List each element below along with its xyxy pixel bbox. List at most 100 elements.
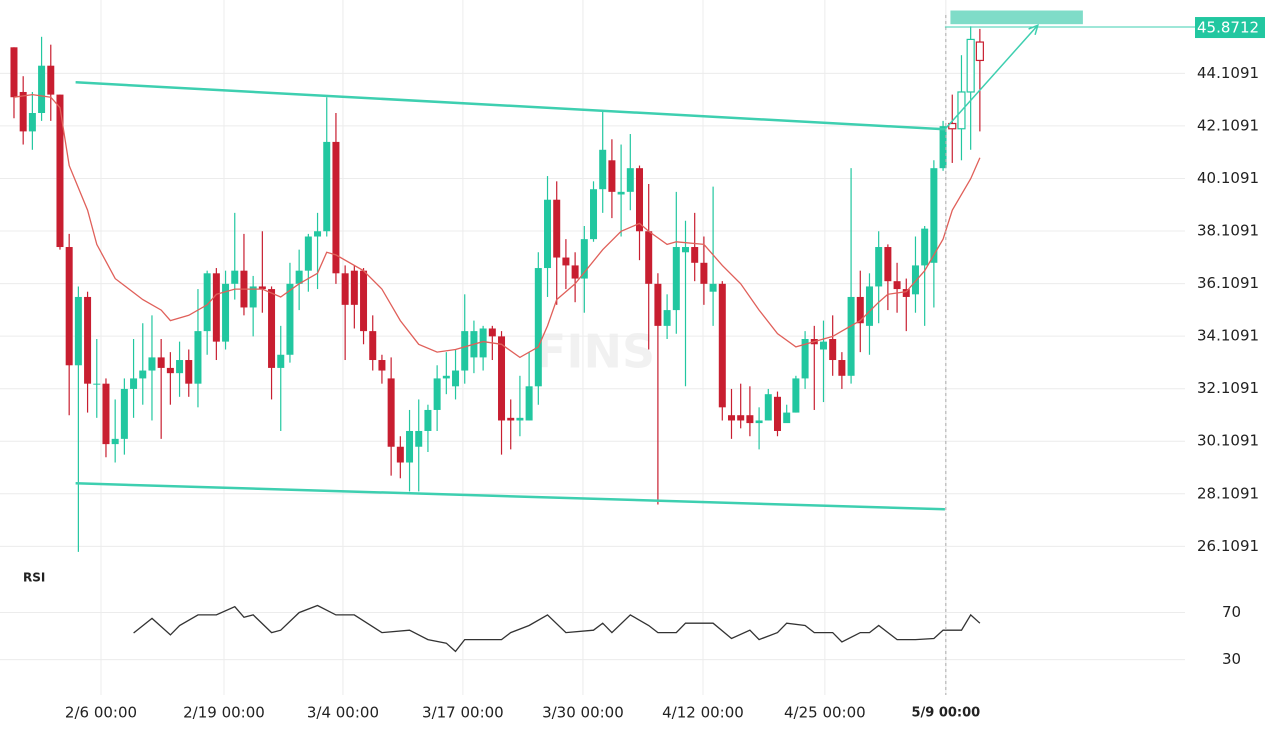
candle-body	[525, 386, 533, 421]
candle-body	[120, 388, 128, 439]
candle-body	[157, 357, 165, 368]
candle-body	[838, 360, 846, 376]
candle-body	[626, 168, 634, 192]
candle-body	[691, 247, 699, 263]
candle-body	[139, 370, 147, 379]
arrow-head	[1028, 23, 1039, 36]
candle-body	[755, 420, 763, 424]
target-zone	[950, 10, 1083, 25]
y-tick-label: 42.1091	[1197, 116, 1259, 134]
candle-body	[350, 270, 358, 305]
trend-line	[75, 81, 945, 131]
candle-body	[718, 283, 726, 408]
trend-line	[75, 482, 945, 511]
candle-body	[369, 331, 377, 361]
candle-body	[544, 199, 552, 269]
candle-body	[176, 360, 184, 374]
candle-body	[65, 247, 73, 366]
candle-body	[28, 113, 36, 132]
candle-body	[47, 65, 55, 95]
candle-body	[231, 270, 239, 284]
main-layer	[10, 10, 1083, 653]
candle-body	[268, 289, 276, 368]
candle-body	[580, 239, 588, 279]
candle-body	[819, 341, 827, 350]
candle-body	[829, 339, 837, 361]
candle-body	[415, 430, 423, 447]
x-tick-label: 2/19 00:00	[183, 704, 265, 722]
candle-body	[939, 126, 947, 169]
rsi-tick-label: 70	[1222, 603, 1241, 621]
candle-body	[727, 415, 735, 421]
candle-body	[865, 286, 873, 326]
candle-body	[479, 328, 487, 358]
candle-body	[148, 357, 156, 371]
arrow	[944, 24, 1039, 130]
candle-body	[792, 378, 800, 413]
watermark: FINS	[535, 325, 655, 379]
rsi-title: RSI	[23, 571, 45, 585]
candle-body	[534, 268, 542, 387]
candle-body	[948, 122, 957, 130]
candle-body	[111, 438, 119, 445]
candle-body	[249, 286, 257, 308]
labels-layer: 26.1091 28.1091 30.1091 32.1091 34.1091 36.10…	[65, 15, 1265, 722]
candle-body	[975, 41, 984, 62]
candle-body	[56, 94, 64, 248]
candle-body	[893, 281, 901, 290]
x-tick-label: 4/25 00:00	[784, 704, 866, 722]
candle-body	[194, 331, 202, 384]
candle-body	[562, 257, 570, 266]
last-price-label: 45.8712	[1197, 19, 1259, 37]
candle-body	[102, 383, 110, 445]
candle-body	[498, 336, 506, 421]
candle-body	[10, 47, 18, 98]
candle-body	[19, 91, 27, 132]
x-tick-label: 3/4 00:00	[307, 704, 379, 722]
y-tick-label: 30.1091	[1197, 432, 1259, 450]
candle-body	[764, 394, 772, 421]
candle-body	[773, 396, 781, 431]
last-price-box	[1195, 17, 1265, 39]
candle-body	[424, 409, 432, 431]
x-tick-label: 2/6 00:00	[65, 704, 137, 722]
candle-body	[801, 339, 809, 379]
y-tick-label: 38.1091	[1197, 222, 1259, 240]
candle-body	[406, 430, 414, 463]
candle-body	[783, 412, 791, 424]
candle-body	[599, 149, 607, 190]
grid-layer: FINS	[0, 0, 1185, 695]
candle-body	[277, 354, 285, 368]
candle-body	[433, 378, 441, 410]
candle-body	[304, 236, 312, 271]
candle-body	[617, 191, 625, 195]
candle-body	[921, 228, 929, 266]
x-tick-label: 4/12 00:00	[662, 704, 744, 722]
y-tick-label: 44.1091	[1197, 64, 1259, 82]
candle-body	[488, 328, 496, 337]
candle-body	[332, 141, 340, 274]
candle-body	[608, 160, 616, 192]
y-tick-label: 26.1091	[1197, 537, 1259, 555]
x-tick-label: 3/30 00:00	[542, 704, 624, 722]
candle-body	[682, 247, 690, 253]
candle-body	[571, 265, 579, 279]
candle-body	[884, 247, 892, 282]
candle-body	[746, 415, 754, 424]
candle-body	[341, 273, 349, 305]
candle-body	[516, 417, 524, 421]
candle-body	[212, 273, 220, 342]
candle-body	[295, 270, 303, 284]
candle-body	[452, 370, 460, 387]
candle-body	[875, 247, 883, 287]
candle-body	[314, 231, 322, 237]
candle-body	[185, 360, 193, 384]
candle-body	[663, 310, 671, 326]
candle-body	[709, 283, 717, 292]
candle-body	[507, 417, 515, 421]
candle-body	[286, 283, 294, 355]
candle-body	[966, 38, 975, 93]
candle-body	[38, 65, 46, 113]
candle-body	[930, 168, 938, 263]
